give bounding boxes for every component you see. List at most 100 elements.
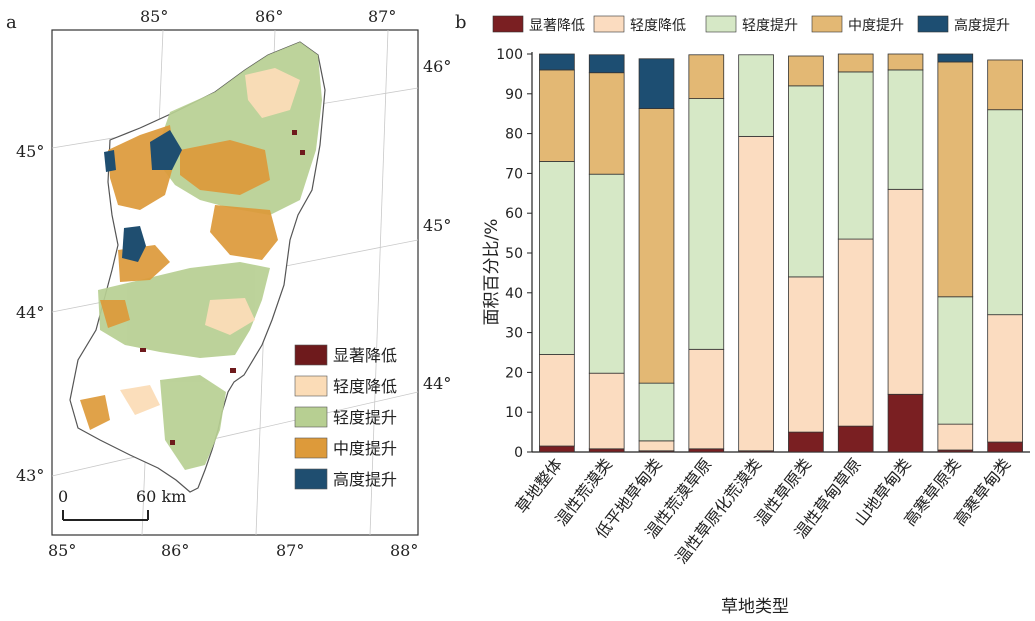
- bar-segment: [588, 54, 625, 74]
- bar-segment: [539, 53, 575, 71]
- x-tick-label: 温性草原化荒漠类: [671, 455, 765, 568]
- legend-label: 轻度提升: [742, 18, 798, 34]
- scale-end-label: 60 km: [136, 487, 186, 506]
- y-tick-label: 50: [505, 246, 523, 262]
- map-left-tick: 45°: [16, 142, 44, 161]
- patch-high-rise: [104, 130, 182, 262]
- bar-segment: [588, 448, 625, 453]
- bar-segment: [837, 53, 874, 73]
- bar-segment: [937, 53, 974, 63]
- bar-segment: [738, 54, 774, 137]
- scale-start-label: 0: [58, 487, 68, 506]
- map-legend: 显著降低 轻度降低 轻度提升 中度提升 高度提升: [294, 344, 397, 490]
- map-top-ticks: 85° 86° 87°: [140, 7, 396, 26]
- legend-label: 中度提升: [848, 18, 904, 34]
- bar-segment: [588, 173, 625, 374]
- x-tick-label: 草地整体: [512, 455, 566, 517]
- y-tick-label: 0: [514, 445, 523, 461]
- legend-swatch: [593, 15, 625, 33]
- bar-segment: [887, 188, 924, 395]
- map-left-tick: 44°: [16, 303, 44, 322]
- y-tick-label: 90: [505, 87, 523, 103]
- bar-segment: [539, 69, 575, 162]
- y-tick-label: 70: [505, 166, 523, 182]
- y-tick-label: 80: [505, 127, 523, 143]
- map-legend-label: 轻度降低: [333, 377, 397, 396]
- bar-segment: [987, 441, 1023, 453]
- bar-segment: [539, 354, 575, 447]
- y-tick-label: 30: [505, 326, 523, 342]
- map-legend-label: 中度提升: [333, 439, 397, 458]
- bar-segment: [688, 98, 725, 350]
- legend-label: 高度提升: [954, 17, 1010, 34]
- bar-segment: [987, 314, 1023, 443]
- map-legend-swatch: [294, 468, 328, 490]
- bar-segment: [837, 425, 874, 453]
- bar-segment: [788, 85, 824, 278]
- bar-segment: [887, 53, 924, 71]
- legend-label: 显著降低: [529, 18, 585, 34]
- map-bottom-tick: 88°: [390, 541, 418, 560]
- map-right-tick: 44°: [423, 374, 451, 393]
- map-top-tick: 85°: [140, 7, 168, 26]
- map-top-tick: 86°: [255, 7, 283, 26]
- bar-segment: [638, 108, 675, 384]
- panel-a-label: a: [6, 12, 17, 33]
- y-tick-label: 20: [505, 365, 523, 381]
- map-bottom-tick: 87°: [276, 541, 304, 560]
- y-axis-title: 面积百分比/%: [482, 219, 502, 326]
- scale-bar: 0 60 km: [58, 487, 186, 521]
- bar-segment: [987, 109, 1023, 316]
- legend-swatch: [705, 15, 737, 33]
- bar-segment: [788, 55, 824, 87]
- map-legend-swatch: [294, 437, 328, 459]
- legend-swatch: [917, 15, 949, 33]
- map-bottom-tick: 85°: [48, 541, 76, 560]
- map-bottom-ticks: 85° 86° 87° 88°: [48, 541, 418, 560]
- panel-b-label: b: [455, 12, 467, 33]
- y-tick-label: 40: [505, 286, 523, 302]
- map-legend-swatch: [294, 344, 328, 366]
- map-left-ticks: 45° 44° 43°: [16, 142, 44, 485]
- map-right-ticks: 46° 45° 44°: [423, 57, 451, 393]
- map-legend-label: 高度提升: [333, 470, 397, 489]
- chart-legend: 显著降低 轻度降低 轻度提升 中度提升 高度提升: [492, 15, 1010, 34]
- map-right-tick: 46°: [423, 57, 451, 76]
- bar-segment: [688, 448, 725, 453]
- y-tick-label: 10: [505, 405, 523, 421]
- bar-segment: [539, 445, 575, 453]
- bar-segment: [987, 59, 1023, 111]
- patch-light-drop: [120, 68, 300, 415]
- map-legend-swatch: [294, 406, 328, 428]
- bar-segment: [937, 423, 974, 451]
- bar-segment: [688, 348, 725, 450]
- bar-segment: [887, 69, 924, 190]
- y-tick-label: 100: [496, 47, 523, 63]
- bar-segment: [788, 431, 824, 453]
- study-area-map: [69, 41, 326, 493]
- bar-segment: [638, 382, 675, 442]
- x-axis-title: 草地类型: [721, 597, 789, 617]
- bar-segment: [638, 440, 675, 452]
- map-right-tick: 45°: [423, 216, 451, 235]
- legend-label: 轻度降低: [630, 18, 686, 34]
- map-legend-label: 轻度提升: [333, 408, 397, 427]
- legend-swatch: [492, 15, 524, 33]
- map-left-tick: 43°: [16, 466, 44, 485]
- bar-segment: [837, 238, 874, 427]
- bar-segment: [738, 135, 774, 452]
- chart-bars: [539, 53, 1023, 453]
- map-bottom-tick: 86°: [161, 541, 189, 560]
- bar-segment: [837, 71, 874, 240]
- map-legend-label: 显著降低: [333, 346, 397, 365]
- patch-significant-drop: [140, 130, 305, 445]
- map-legend-swatch: [294, 375, 328, 397]
- bar-segment: [588, 72, 625, 175]
- bar-segment: [937, 61, 974, 298]
- bar-segment: [887, 393, 924, 453]
- bar-segment: [788, 276, 824, 433]
- bar-segment: [937, 296, 974, 425]
- map-top-tick: 87°: [368, 7, 396, 26]
- y-tick-label: 60: [505, 206, 523, 222]
